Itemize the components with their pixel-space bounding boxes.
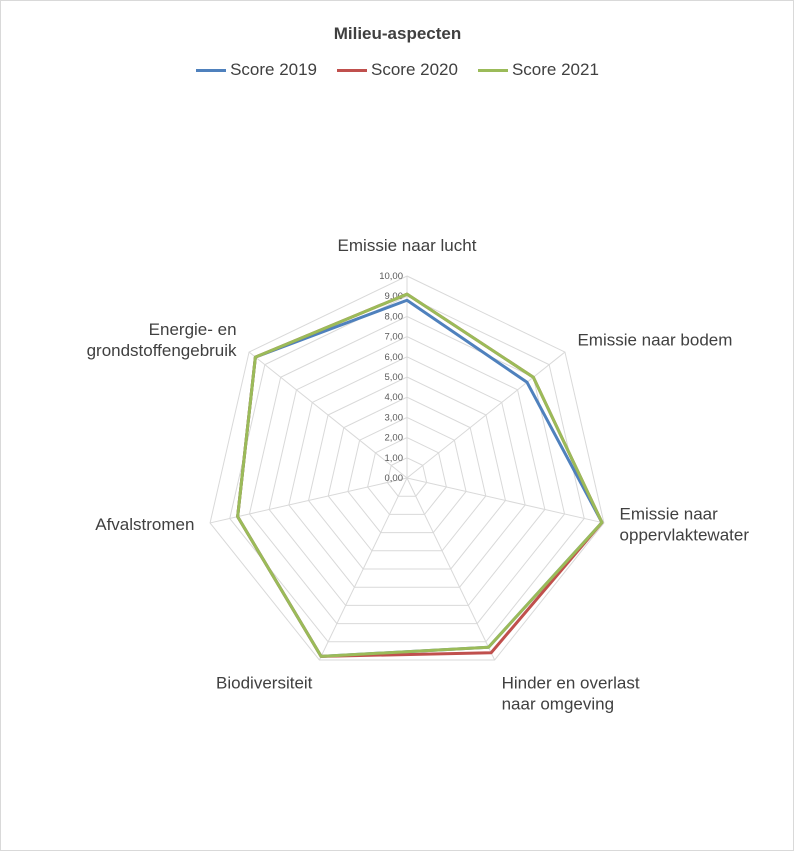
gridline-ring: [248, 315, 566, 625]
axis-spoke: [406, 477, 496, 661]
category-label: Emissie naar bodem: [577, 331, 732, 350]
gridline-ring: [327, 396, 487, 552]
category-label: naar omgeving: [502, 694, 614, 713]
tick-label: 8,00: [385, 311, 404, 322]
series-line: [236, 292, 604, 658]
gridline-ring: [268, 336, 546, 606]
gridline-ring: [209, 275, 605, 661]
legend-item-2021: Score 2021: [477, 60, 599, 80]
tick-label: 5,00: [385, 372, 404, 383]
gridline-ring: [307, 376, 507, 570]
tick-label: 0,00: [385, 473, 404, 484]
legend-swatch-2021: [477, 68, 508, 72]
axis-spoke: [318, 477, 408, 661]
category-label: Energie- en: [149, 320, 237, 339]
tick-label: 3,00: [385, 412, 404, 423]
axis-spoke: [406, 477, 605, 524]
category-label: Emissie naar: [620, 505, 719, 524]
legend-swatch-2020: [337, 68, 368, 72]
gridline-ring: [367, 437, 447, 515]
tick-label: 6,00: [385, 352, 404, 363]
axis-spoke: [248, 351, 408, 479]
category-label: Hinder en overlast: [502, 673, 640, 692]
legend-swatch-2019: [196, 68, 227, 72]
category-label: Emissie naar lucht: [338, 236, 477, 255]
legend-label-2020: Score 2020: [371, 60, 458, 79]
tick-label: 4,00: [385, 392, 404, 403]
chart-title: Milieu-aspecten: [333, 24, 462, 43]
axis-spoke: [209, 477, 408, 524]
category-label: grondstoffengebruik: [87, 341, 237, 360]
category-label: oppervlaktewater: [620, 526, 750, 545]
category-label: Biodiversiteit: [216, 673, 313, 692]
axis-spoke: [406, 351, 566, 479]
series-line: [236, 298, 604, 658]
tick-label: 1,00: [385, 453, 404, 464]
legend-item-2019: Score 2019: [196, 60, 317, 80]
legend: Score 2019 Score 2020 Score 2021: [0, 60, 795, 80]
legend-item-2020: Score 2020: [337, 60, 458, 80]
tick-label: 2,00: [385, 433, 404, 444]
tick-label: 10,00: [379, 271, 403, 282]
tick-label: 7,00: [385, 332, 404, 343]
series-line: [236, 292, 604, 658]
legend-label-2019: Score 2019: [230, 60, 318, 79]
gridline-ring: [229, 295, 585, 643]
gridline-ring: [347, 416, 467, 534]
legend-label-2021: Score 2021: [511, 60, 599, 79]
gridline-ring: [288, 356, 526, 588]
category-label: Afvalstromen: [95, 515, 194, 534]
tick-label: 9,00: [385, 291, 404, 302]
gridline-ring: [386, 457, 428, 497]
